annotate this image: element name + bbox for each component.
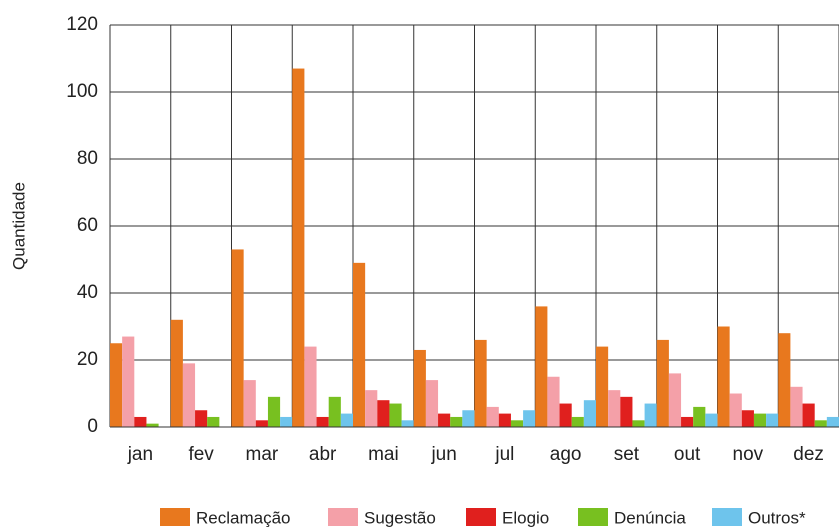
bar: [231, 249, 244, 427]
bar: [280, 416, 293, 427]
bar: [353, 262, 366, 427]
bar: [401, 420, 414, 427]
bar: [608, 390, 621, 427]
y-tick-label: 40: [77, 282, 98, 303]
bar: [571, 416, 584, 427]
legend-label: Sugestão: [364, 508, 436, 527]
bar: [365, 390, 378, 427]
bar: [243, 380, 256, 427]
bar: [255, 420, 268, 427]
bar: [583, 400, 596, 427]
bar: [328, 396, 341, 427]
bar: [790, 386, 803, 427]
x-tick-label: dez: [793, 444, 824, 465]
bar: [632, 420, 645, 427]
bar: [498, 413, 511, 427]
x-tick-label: set: [614, 444, 640, 465]
bar: [304, 346, 317, 427]
bar: [802, 403, 815, 427]
bar: [778, 333, 791, 427]
legend-label: Outros*: [748, 508, 806, 527]
bar: [292, 68, 305, 428]
bar: [559, 403, 572, 427]
y-tick-label: 80: [77, 148, 98, 169]
bar: [596, 346, 609, 427]
bar: [413, 349, 426, 427]
legend-swatch: [160, 508, 190, 526]
x-tick-label: ago: [550, 444, 582, 465]
bar: [182, 363, 196, 427]
y-tick-label: 60: [77, 215, 98, 236]
bar: [523, 410, 536, 427]
bar: [644, 403, 657, 427]
x-tick-label: out: [674, 444, 701, 465]
bar: [510, 420, 524, 427]
bar: [267, 396, 281, 427]
x-tick-label: fev: [188, 444, 214, 465]
bar: [462, 410, 475, 427]
bar: [438, 413, 451, 427]
x-tick-label: jan: [127, 444, 153, 465]
y-tick-label: 100: [66, 81, 98, 102]
bar: [620, 396, 633, 427]
bar: [656, 339, 669, 427]
bar: [377, 400, 390, 427]
x-tick-label: jul: [494, 444, 514, 465]
bar: [753, 413, 767, 427]
bar: [547, 376, 560, 427]
bar: [705, 413, 718, 427]
y-axis-label: Quantidade: [9, 182, 28, 270]
bar: [195, 410, 208, 427]
legend-label: Elogio: [502, 508, 549, 527]
legend-swatch: [578, 508, 608, 526]
bar: [207, 416, 220, 427]
legend-swatch: [328, 508, 358, 526]
bar: [146, 423, 159, 427]
bar: [668, 373, 682, 427]
bar: [729, 393, 742, 427]
bar: [486, 406, 499, 427]
bar: [316, 416, 329, 427]
y-tick-label: 0: [87, 416, 98, 437]
bar: [766, 413, 779, 427]
bar: [389, 403, 402, 427]
x-tick-label: mar: [246, 444, 279, 465]
bar: [122, 336, 135, 427]
y-tick-label: 120: [66, 14, 98, 35]
x-tick-label: mai: [368, 444, 399, 465]
bar: [681, 416, 694, 427]
legend-swatch: [466, 508, 496, 526]
bar: [741, 410, 754, 427]
bar: [693, 406, 706, 427]
bar: [717, 326, 730, 427]
bar: [450, 416, 463, 427]
legend-swatch: [712, 508, 742, 526]
bar: [826, 416, 839, 427]
bar: [340, 413, 353, 427]
legend-label: Denúncia: [614, 508, 686, 527]
bar: [110, 343, 123, 427]
bar: [474, 339, 487, 427]
x-tick-label: abr: [309, 444, 337, 465]
y-tick-label: 20: [77, 349, 98, 370]
bar: [535, 306, 548, 427]
bar: [425, 380, 439, 427]
bar: [814, 420, 827, 427]
bar: [170, 319, 183, 427]
x-tick-label: nov: [733, 444, 764, 465]
legend-label: Reclamação: [196, 508, 291, 527]
bar: [134, 416, 147, 427]
x-tick-label: jun: [430, 444, 456, 465]
